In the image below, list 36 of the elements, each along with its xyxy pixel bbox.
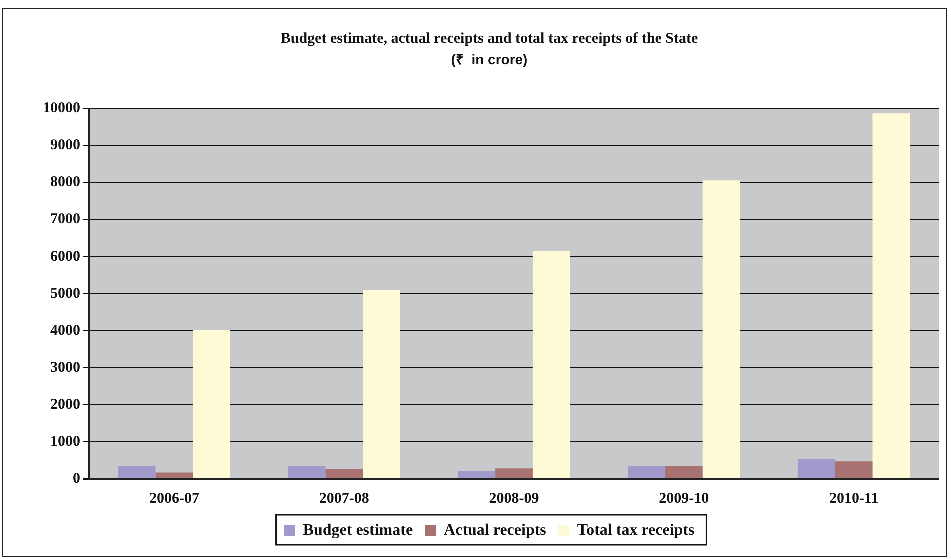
bar <box>288 466 326 478</box>
bar <box>798 459 836 478</box>
y-tick-label: 7000 <box>50 212 80 228</box>
y-tick-label: 0 <box>73 470 80 487</box>
bar <box>532 251 570 478</box>
legend-label: Actual receipts <box>444 522 546 540</box>
bar <box>835 462 873 478</box>
y-tick-label: 2000 <box>50 396 80 413</box>
y-tick-label: 1000 <box>50 434 80 450</box>
y-tick-label: 3000 <box>50 360 80 376</box>
bar <box>156 472 194 478</box>
x-tick-label: 2007-08 <box>319 490 370 507</box>
chart-title: Budget estimate, actual receipts and total tax receipts of the State <box>280 30 698 47</box>
x-tick-label: 2009-10 <box>659 490 710 507</box>
y-tick-label: 9000 <box>50 138 80 154</box>
legend-label: Budget estimate <box>303 522 414 540</box>
bar <box>193 330 231 478</box>
bar <box>872 114 910 478</box>
y-tick-label: 6000 <box>50 248 80 265</box>
x-tick-label: 2010-11 <box>829 490 879 507</box>
bar <box>496 468 533 478</box>
bar <box>363 290 400 478</box>
y-tick-label: 4000 <box>50 322 80 339</box>
legend-label: Total tax receipts <box>577 522 695 540</box>
bar <box>326 469 364 478</box>
x-tick-label: 2008-09 <box>489 490 540 507</box>
y-tick-label: 8000 <box>50 174 80 191</box>
y-tick-label: 5000 <box>50 286 80 302</box>
bar <box>458 471 496 478</box>
x-tick-label: 2006-07 <box>149 490 200 507</box>
bar <box>118 466 156 478</box>
bar <box>665 466 703 478</box>
y-tick-label: 10000 <box>43 100 80 117</box>
bar <box>628 466 666 478</box>
chart-subtitle: (₹ in crore) <box>451 51 528 68</box>
bar <box>702 180 740 478</box>
